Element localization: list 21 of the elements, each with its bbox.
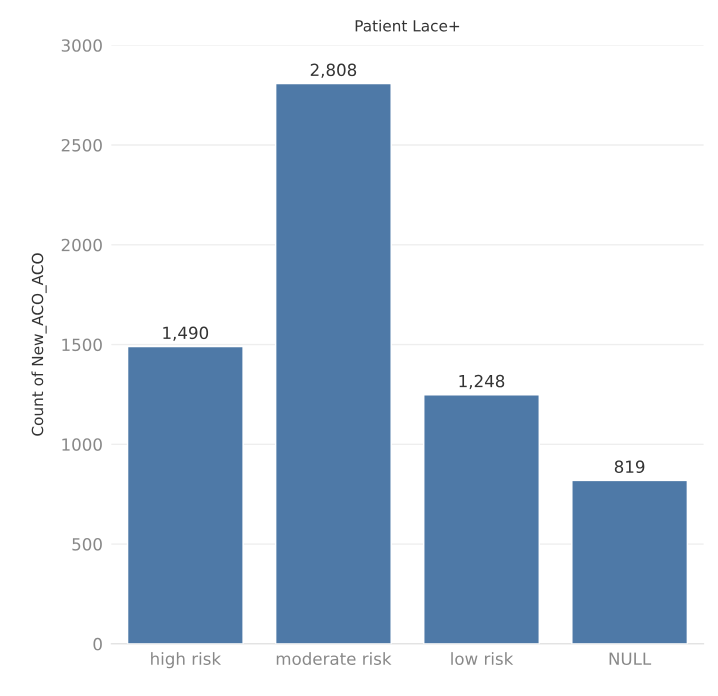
data-label: 819 — [614, 460, 644, 473]
bar — [423, 394, 540, 644]
bar — [571, 480, 688, 644]
chart-title: Patient Lace+ — [356, 20, 460, 32]
data-label: 1,490 — [163, 326, 208, 341]
y-tick-label: 500 — [72, 538, 102, 551]
y-tick-label: 1500 — [62, 338, 102, 352]
x-tick-label: low risk — [451, 652, 514, 666]
bar — [126, 346, 244, 644]
y-tick-label: 0 — [93, 638, 102, 650]
y-tick-label: 2000 — [62, 238, 102, 252]
y-tick-label: 1000 — [62, 438, 102, 451]
data-label: 1,248 — [459, 374, 504, 390]
x-tick-label: moderate risk — [276, 652, 392, 666]
y-tick-label: 2500 — [62, 138, 102, 152]
data-label: 2,808 — [310, 64, 356, 78]
x-tick-label: NULL — [610, 652, 652, 666]
y-tick-label: 3000 — [62, 39, 102, 52]
y-axis-title: Count of New_ACO_ACO — [31, 253, 47, 436]
bar — [274, 82, 392, 644]
x-tick-label: high risk — [151, 652, 222, 668]
